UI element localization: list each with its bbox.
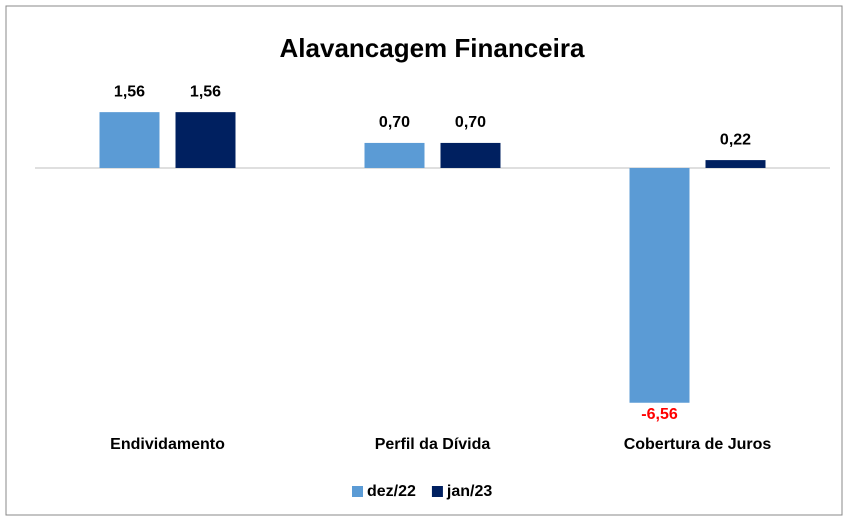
bar	[440, 142, 501, 168]
chart-title: Alavancagem Financeira	[280, 33, 585, 63]
bar	[175, 112, 236, 168]
x-tick-label: Endividamento	[110, 436, 225, 453]
value-label: 1,56	[114, 83, 145, 100]
bar	[629, 167, 690, 403]
value-label: 0,70	[379, 114, 410, 131]
chart-border	[5, 5, 843, 516]
value-label: 0,70	[455, 114, 486, 131]
bar	[99, 112, 160, 168]
x-tick-label: Cobertura de Juros	[624, 436, 772, 453]
bar	[705, 160, 766, 168]
legend-swatch	[431, 486, 443, 497]
bar	[364, 142, 425, 168]
legend-label: jan/23	[446, 483, 492, 500]
x-tick-label: Perfil da Dívida	[375, 436, 491, 453]
legend-swatch	[352, 486, 363, 497]
legend-label: dez/22	[367, 483, 416, 500]
value-label: 0,22	[720, 131, 751, 148]
value-label: 1,56	[190, 83, 221, 100]
value-label: -6,56	[641, 406, 678, 423]
